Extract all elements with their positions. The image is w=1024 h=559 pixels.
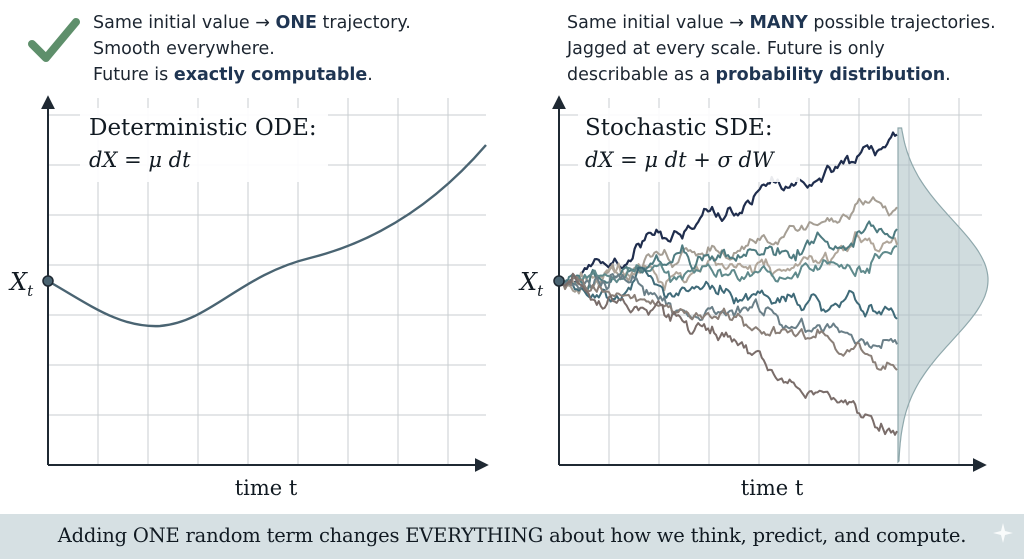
ode-title: Deterministic ODE: (89, 115, 317, 141)
left-note-line: Future is exactly computable. (93, 65, 373, 85)
right-notes: Same initial value → MANY possible traje… (567, 10, 996, 88)
left-notes: Same initial value → ONE trajectory. Smo… (93, 10, 411, 88)
ode-initial-point (42, 275, 54, 287)
sde-path (558, 131, 898, 287)
check-mark-icon (28, 18, 80, 62)
footer-banner: Adding ONE random term changes EVERYTHIN… (0, 514, 1024, 559)
footer-text: Adding ONE random term changes EVERYTHIN… (57, 524, 967, 547)
plots-canvas: Deterministic ODE: dX = μ dt Xt time t S… (8, 95, 989, 500)
sde-panel: Stochastic SDE: dX = μ dt + σ dW Xt time… (518, 95, 989, 500)
ode-y-label: Xt (8, 268, 34, 300)
sde-initial-point (553, 275, 565, 287)
sde-path (558, 272, 898, 436)
sde-trajectories (558, 131, 898, 436)
right-note-line: Same initial value → MANY possible traje… (567, 13, 996, 33)
ode-panel: Deterministic ODE: dX = μ dt Xt time t (8, 95, 489, 500)
ode-equation: dX = μ dt (89, 148, 191, 172)
sde-path (558, 266, 898, 320)
sde-title: Stochastic SDE: (585, 115, 773, 141)
sde-path (558, 231, 898, 292)
sde-path (558, 245, 898, 287)
sde-path (558, 276, 898, 371)
sparkle-icon (993, 523, 1013, 543)
right-note-line: Jagged at every scale. Future is only (567, 39, 885, 59)
right-note-line: describable as a probability distributio… (567, 65, 951, 85)
ode-label-backdrop (80, 108, 328, 182)
sde-x-label: time t (741, 476, 804, 500)
ode-trajectory (47, 144, 487, 328)
ode-x-label: time t (235, 476, 298, 500)
sde-y-label: Xt (518, 268, 544, 300)
sde-probability-density (897, 127, 989, 464)
left-note-line: Same initial value → ONE trajectory. (93, 13, 411, 33)
sde-label-backdrop (578, 108, 800, 182)
left-note-line: Smooth everywhere. (93, 39, 275, 59)
sde-path (558, 273, 898, 349)
sde-equation: dX = μ dt + σ dW (585, 148, 776, 172)
